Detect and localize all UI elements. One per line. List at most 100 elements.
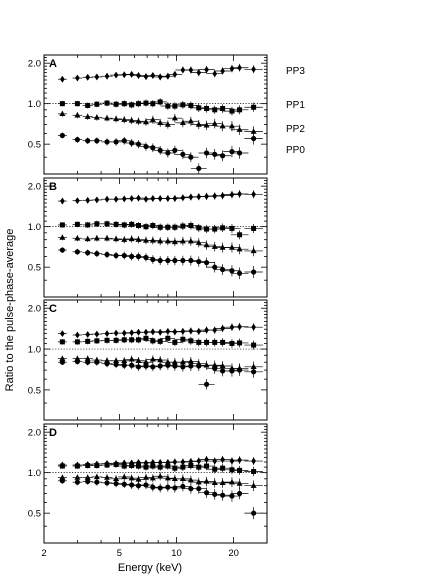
data-point xyxy=(113,475,120,482)
data-point xyxy=(150,256,156,263)
data-point xyxy=(85,73,91,81)
data-point xyxy=(196,363,202,369)
data-point xyxy=(59,110,66,117)
data-point xyxy=(150,338,156,344)
data-point xyxy=(113,337,119,343)
data-point xyxy=(172,147,178,153)
data-point xyxy=(229,149,235,155)
data-point xyxy=(229,225,235,231)
data-point xyxy=(128,474,135,481)
data-point xyxy=(121,357,128,363)
data-point xyxy=(211,479,218,486)
panels-group: A 0.5 1.0 2.0 PP3 PP1 PP2 PP0 B 0.5 1.0 2.0 C 0.5 1.0 2… xyxy=(28,54,305,559)
data-point xyxy=(121,463,127,469)
data-point xyxy=(104,251,110,258)
panel-frame xyxy=(43,299,268,421)
data-point xyxy=(59,234,66,240)
data-point xyxy=(74,112,81,118)
data-point xyxy=(172,71,178,78)
data-point xyxy=(236,367,243,373)
data-point xyxy=(135,101,141,107)
data-point xyxy=(219,122,226,129)
data-point xyxy=(188,486,194,492)
y-tick-label: 0.5 xyxy=(28,509,41,520)
data-point xyxy=(94,73,100,81)
data-point xyxy=(236,480,243,486)
data-point xyxy=(150,72,156,79)
data-point xyxy=(220,465,226,471)
data-point xyxy=(59,478,65,484)
data-point xyxy=(251,510,257,516)
data-point xyxy=(94,359,100,365)
data-point xyxy=(128,356,135,362)
data-point xyxy=(143,100,149,106)
data-point xyxy=(113,221,119,227)
data-point xyxy=(212,151,218,157)
series-triangle xyxy=(57,110,263,137)
data-point xyxy=(136,459,141,466)
data-point xyxy=(172,103,178,109)
data-point xyxy=(211,120,218,126)
data-point xyxy=(121,329,127,337)
panel-label: B xyxy=(49,181,57,193)
data-point xyxy=(104,114,111,121)
series-circle xyxy=(57,247,263,280)
data-point xyxy=(212,264,218,270)
data-point xyxy=(59,463,65,469)
y-tick-label: 0.5 xyxy=(28,140,41,151)
data-point xyxy=(212,466,218,472)
series-circle xyxy=(57,132,263,174)
data-point xyxy=(212,365,218,372)
data-point xyxy=(143,328,149,336)
data-point xyxy=(94,479,100,485)
data-point xyxy=(220,266,226,273)
panel-frame xyxy=(43,423,268,544)
data-point xyxy=(157,459,163,466)
data-point xyxy=(219,244,226,250)
data-point xyxy=(136,72,141,79)
data-point xyxy=(172,195,178,202)
data-point xyxy=(104,361,110,367)
data-point xyxy=(59,247,65,253)
data-point xyxy=(251,135,257,142)
y-tick-label: 1.0 xyxy=(28,222,41,233)
data-point xyxy=(180,464,186,470)
data-point xyxy=(179,237,186,244)
data-point xyxy=(121,138,127,144)
data-point xyxy=(104,72,110,80)
data-point xyxy=(157,224,163,230)
data-point xyxy=(229,108,235,114)
data-point xyxy=(187,358,194,364)
data-point xyxy=(74,358,80,365)
data-point xyxy=(149,237,156,243)
data-point xyxy=(237,190,242,198)
data-point xyxy=(121,222,127,228)
data-point xyxy=(203,150,210,156)
data-point xyxy=(59,359,65,365)
data-point xyxy=(196,69,202,77)
y-tick-label: 2.0 xyxy=(28,304,41,315)
data-point xyxy=(236,490,243,497)
data-point xyxy=(157,195,163,202)
data-point xyxy=(121,195,127,203)
data-point xyxy=(129,463,135,469)
data-point xyxy=(203,490,210,496)
data-point xyxy=(135,476,142,482)
data-point xyxy=(229,340,235,346)
data-point xyxy=(129,195,135,202)
panel-frame xyxy=(43,54,268,175)
data-point xyxy=(203,381,210,387)
y-tick-label: 2.0 xyxy=(28,428,41,439)
panel-b: B 0.5 1.0 2.0 xyxy=(28,177,268,298)
data-point xyxy=(129,221,135,227)
data-point xyxy=(220,225,226,231)
data-point xyxy=(237,456,242,464)
data-point xyxy=(172,328,178,336)
data-point xyxy=(196,165,202,172)
data-point xyxy=(104,235,111,241)
data-point xyxy=(172,257,178,264)
data-point xyxy=(59,339,65,345)
data-point xyxy=(129,140,135,146)
data-point xyxy=(196,464,202,470)
data-point xyxy=(85,331,91,338)
